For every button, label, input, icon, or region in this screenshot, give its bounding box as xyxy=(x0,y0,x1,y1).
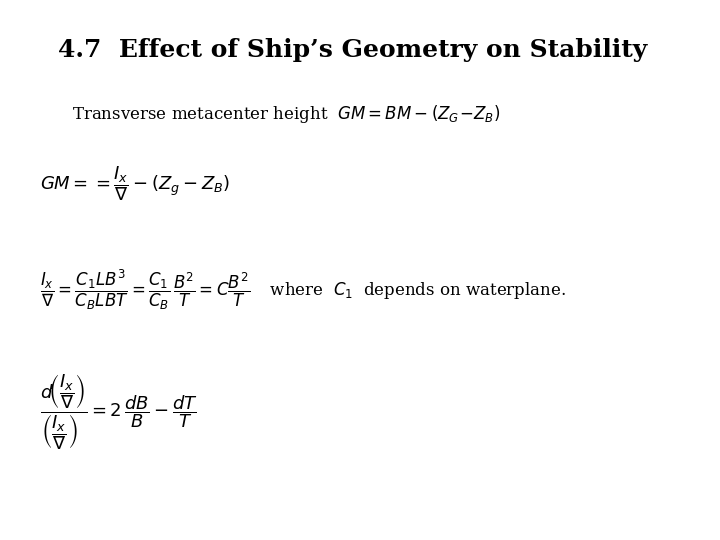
Text: $\dfrac{I_x}{\nabla} = \dfrac{C_1 LB^3}{C_B LBT} = \dfrac{C_1}{C_B}\,\dfrac{B^2}: $\dfrac{I_x}{\nabla} = \dfrac{C_1 LB^3}{… xyxy=(40,267,566,312)
Text: $\dfrac{d\!\left(\dfrac{I_x}{\nabla}\right)}{\!\!\left(\dfrac{I_x}{\nabla}\right: $\dfrac{d\!\left(\dfrac{I_x}{\nabla}\rig… xyxy=(40,373,197,452)
Text: 4.7  Effect of Ship’s Geometry on Stability: 4.7 Effect of Ship’s Geometry on Stabili… xyxy=(58,38,647,62)
Text: $\mathit{GM} == \dfrac{I_x}{\nabla} - (Z_g - Z_B)$: $\mathit{GM} == \dfrac{I_x}{\nabla} - (Z… xyxy=(40,165,230,203)
Text: Transverse metacenter height  $\mathit{GM} = \mathit{BM} - (Z_G\!-\!Z_B)$: Transverse metacenter height $\mathit{GM… xyxy=(72,103,500,125)
